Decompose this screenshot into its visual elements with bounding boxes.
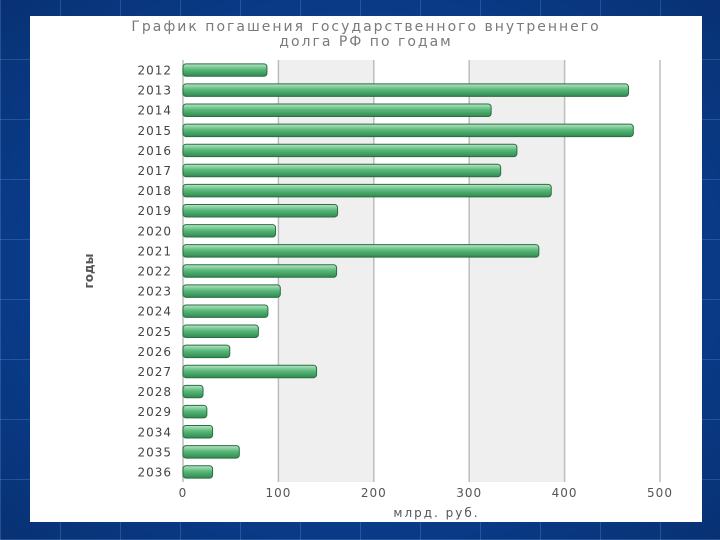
x-tick-label: 200 — [361, 486, 387, 500]
x-tick-label: 500 — [647, 486, 673, 500]
y-tick-label: 2035 — [137, 445, 172, 459]
y-tick-label: 2013 — [137, 84, 172, 98]
bar — [182, 344, 231, 359]
y-tick-label: 2015 — [137, 124, 172, 138]
bar — [182, 244, 540, 258]
y-tick-label: 2034 — [137, 425, 172, 439]
bar — [182, 203, 339, 218]
y-tick-label: 2027 — [137, 365, 172, 379]
y-tick-label: 2017 — [137, 164, 172, 178]
y-tick-label: 2022 — [137, 265, 172, 279]
y-tick-label: 2019 — [137, 204, 172, 218]
y-tick-label: 2018 — [137, 184, 172, 198]
grid-band — [469, 60, 565, 482]
bar — [182, 63, 268, 77]
bar — [182, 364, 318, 379]
y-tick-label: 2025 — [137, 325, 172, 339]
y-tick-label: 2014 — [137, 104, 172, 118]
bar — [182, 404, 208, 419]
bar — [182, 143, 518, 158]
x-tick-label: 0 — [179, 486, 188, 500]
bar — [182, 465, 214, 479]
chart-title-line-1: График погашения государственного внутре… — [131, 19, 601, 35]
y-tick-label: 2012 — [137, 64, 172, 78]
bar — [182, 384, 204, 399]
bar — [182, 445, 240, 459]
bar — [182, 123, 634, 138]
bar — [182, 224, 277, 238]
bar — [182, 304, 269, 318]
y-tick-label: 2036 — [137, 465, 172, 479]
chart-title: График погашения государственного внутре… — [30, 20, 702, 50]
y-tick-label: 2021 — [137, 244, 172, 258]
y-tick-label: 2020 — [137, 224, 172, 238]
y-axis-label: годы — [82, 253, 96, 288]
bar — [182, 264, 338, 278]
bar — [182, 284, 281, 298]
bar — [182, 324, 259, 339]
bar — [182, 163, 502, 178]
x-tick-label: 300 — [456, 486, 482, 500]
x-axis-label: млрд. руб. — [393, 506, 479, 520]
y-tick-label: 2023 — [137, 285, 172, 299]
y-tick-label: 2029 — [137, 405, 172, 419]
x-tick-label: 400 — [552, 486, 578, 500]
y-tick-label: 2028 — [137, 385, 172, 399]
x-tick-label: 100 — [265, 486, 291, 500]
y-tick-label: 2024 — [137, 305, 172, 319]
bar — [182, 103, 492, 117]
y-tick-label: 2016 — [137, 144, 172, 158]
bar — [182, 83, 630, 97]
y-tick-label: 2026 — [137, 345, 172, 359]
bar — [182, 425, 214, 439]
chart-title-line-2: долга РФ по годам — [279, 34, 453, 50]
bar — [182, 183, 552, 198]
